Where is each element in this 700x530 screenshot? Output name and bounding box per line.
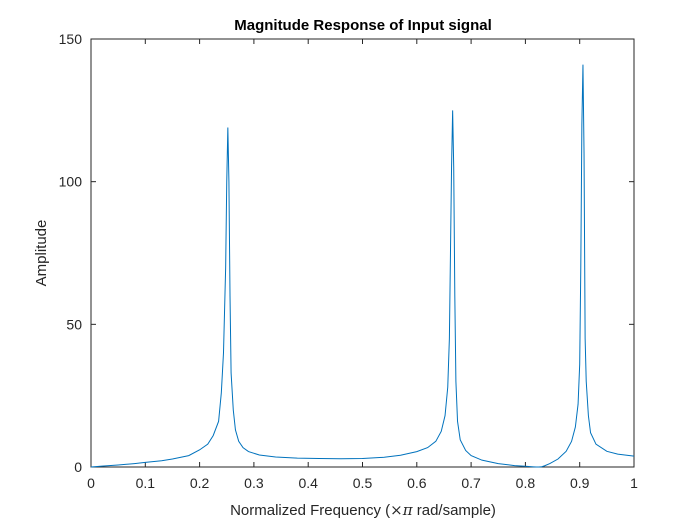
chart-title: Magnitude Response of Input signal	[234, 17, 492, 34]
y-tick-label: 100	[59, 174, 83, 190]
y-axis-ticks: 0 50 100 150	[59, 31, 634, 475]
y-tick-label: 0	[74, 459, 82, 475]
plot-area-box	[90, 38, 635, 468]
y-tick-label: 50	[66, 316, 82, 332]
x-tick-label: 0.8	[516, 475, 536, 491]
x-tick-label: 0.7	[461, 475, 481, 491]
x-tick-label: 0.1	[136, 475, 156, 491]
x-tick-label: 1	[630, 475, 638, 491]
x-tick-label: 0.6	[407, 475, 427, 491]
x-tick-label: 0.9	[570, 475, 590, 491]
x-tick-label: 0.3	[244, 475, 264, 491]
x-tick-label: 0.2	[190, 475, 210, 491]
y-tick-label: 150	[59, 31, 83, 47]
x-axis-ticks: 0 0.1 0.2 0.3 0.4 0.5 0.6 0.7 0.8 0.9 1	[87, 39, 638, 491]
x-axis-label-symbol: ×π	[390, 501, 414, 519]
x-axis-label: Normalized Frequency (×π rad/sample)	[230, 501, 496, 519]
y-axis-label: Amplitude	[33, 220, 50, 287]
magnitude-response-line	[90, 64, 635, 468]
x-axis-label-prefix: Normalized Frequency (	[230, 502, 390, 519]
x-axis-label-suffix: rad/sample)	[413, 502, 496, 519]
x-tick-label: 0.4	[298, 475, 318, 491]
x-tick-label: 0.5	[353, 475, 373, 491]
x-tick-label: 0	[87, 475, 95, 491]
